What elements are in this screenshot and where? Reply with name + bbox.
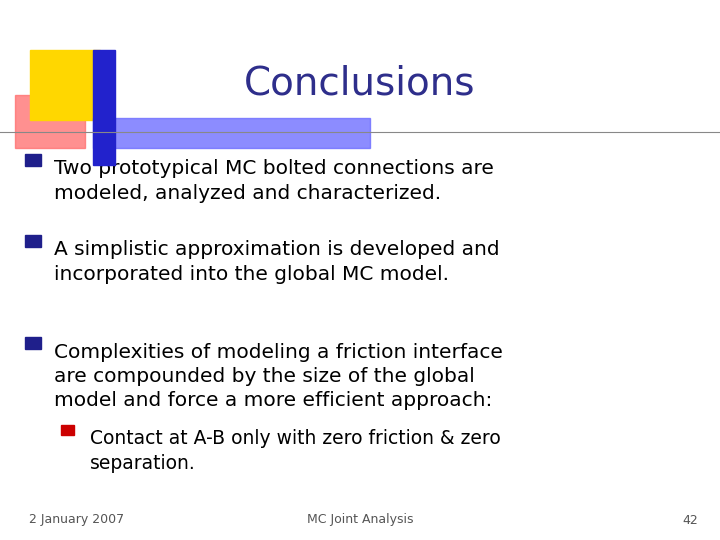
- Text: A simplistic approximation is developed and
incorporated into the global MC mode: A simplistic approximation is developed …: [54, 240, 500, 284]
- Bar: [93, 50, 115, 165]
- Text: MC Joint Analysis: MC Joint Analysis: [307, 514, 413, 526]
- Text: Conclusions: Conclusions: [244, 65, 476, 103]
- Bar: [25, 235, 41, 247]
- Text: 42: 42: [683, 514, 698, 526]
- Bar: [61, 425, 74, 435]
- Bar: [93, 118, 370, 148]
- Text: Complexities of modeling a friction interface
are compounded by the size of the : Complexities of modeling a friction inte…: [54, 343, 503, 410]
- Bar: [15, 95, 85, 148]
- Bar: [25, 338, 41, 349]
- Bar: [30, 50, 100, 120]
- Bar: [25, 154, 41, 166]
- Text: Contact at A-B only with zero friction & zero
separation.: Contact at A-B only with zero friction &…: [90, 429, 500, 472]
- Text: 2 January 2007: 2 January 2007: [29, 514, 124, 526]
- Text: Two prototypical MC bolted connections are
modeled, analyzed and characterized.: Two prototypical MC bolted connections a…: [54, 159, 494, 202]
